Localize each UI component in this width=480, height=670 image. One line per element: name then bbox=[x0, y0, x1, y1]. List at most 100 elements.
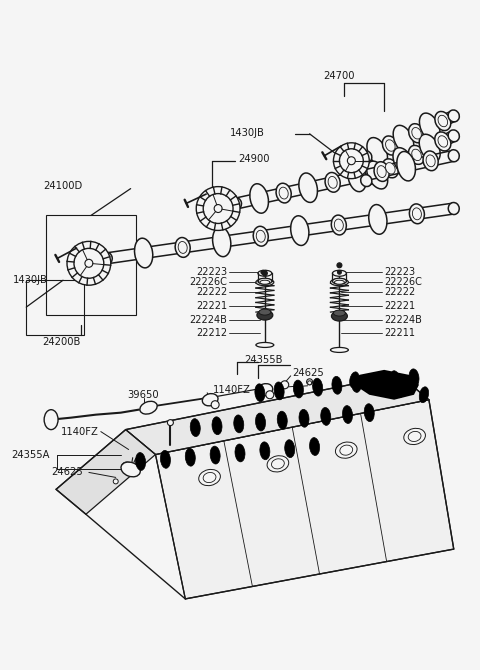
Ellipse shape bbox=[299, 173, 317, 202]
Ellipse shape bbox=[409, 369, 419, 387]
Ellipse shape bbox=[190, 419, 200, 437]
Ellipse shape bbox=[134, 239, 153, 268]
Ellipse shape bbox=[332, 377, 342, 394]
Ellipse shape bbox=[276, 183, 291, 203]
Ellipse shape bbox=[397, 151, 415, 181]
Text: 24355A: 24355A bbox=[12, 450, 50, 460]
Ellipse shape bbox=[351, 375, 361, 393]
Ellipse shape bbox=[396, 382, 406, 398]
Ellipse shape bbox=[360, 175, 372, 186]
Ellipse shape bbox=[383, 136, 398, 155]
Ellipse shape bbox=[258, 278, 272, 284]
Ellipse shape bbox=[408, 124, 424, 143]
Ellipse shape bbox=[263, 271, 267, 276]
Ellipse shape bbox=[257, 384, 273, 396]
Text: 22221: 22221 bbox=[384, 301, 415, 311]
Ellipse shape bbox=[310, 438, 320, 456]
Ellipse shape bbox=[234, 415, 244, 433]
Ellipse shape bbox=[213, 227, 231, 257]
Ellipse shape bbox=[412, 149, 421, 161]
Ellipse shape bbox=[272, 459, 284, 469]
Ellipse shape bbox=[448, 202, 459, 214]
Ellipse shape bbox=[364, 404, 374, 421]
Polygon shape bbox=[56, 429, 156, 515]
Ellipse shape bbox=[178, 241, 187, 253]
Ellipse shape bbox=[371, 373, 381, 391]
Ellipse shape bbox=[230, 198, 241, 210]
Ellipse shape bbox=[44, 409, 58, 429]
Ellipse shape bbox=[328, 176, 337, 188]
Ellipse shape bbox=[435, 132, 451, 151]
Ellipse shape bbox=[258, 270, 272, 276]
Ellipse shape bbox=[256, 342, 274, 348]
Ellipse shape bbox=[307, 379, 312, 385]
Ellipse shape bbox=[377, 165, 386, 178]
Ellipse shape bbox=[382, 159, 398, 178]
Ellipse shape bbox=[160, 450, 170, 468]
Text: 24100D: 24100D bbox=[43, 181, 83, 191]
Ellipse shape bbox=[291, 216, 309, 245]
Ellipse shape bbox=[435, 111, 451, 131]
Ellipse shape bbox=[74, 249, 104, 278]
Ellipse shape bbox=[330, 279, 348, 285]
Ellipse shape bbox=[121, 462, 140, 477]
Ellipse shape bbox=[308, 381, 312, 385]
Ellipse shape bbox=[335, 280, 344, 284]
Text: 24355B: 24355B bbox=[245, 355, 283, 365]
Text: 1430JB: 1430JB bbox=[230, 128, 265, 138]
Ellipse shape bbox=[85, 259, 93, 267]
Text: 22211: 22211 bbox=[384, 328, 415, 338]
Ellipse shape bbox=[369, 204, 387, 234]
Text: 1140FZ: 1140FZ bbox=[61, 427, 99, 437]
Ellipse shape bbox=[419, 387, 429, 403]
Ellipse shape bbox=[168, 419, 173, 425]
Ellipse shape bbox=[259, 309, 271, 315]
Ellipse shape bbox=[337, 270, 341, 274]
Ellipse shape bbox=[293, 380, 303, 398]
Ellipse shape bbox=[448, 110, 459, 122]
Ellipse shape bbox=[373, 377, 382, 393]
Text: 22226C: 22226C bbox=[189, 277, 227, 287]
Polygon shape bbox=[354, 370, 419, 400]
Ellipse shape bbox=[360, 151, 372, 163]
Ellipse shape bbox=[211, 401, 219, 409]
Ellipse shape bbox=[334, 310, 346, 316]
Ellipse shape bbox=[404, 428, 425, 445]
Ellipse shape bbox=[343, 405, 352, 423]
Ellipse shape bbox=[235, 444, 245, 462]
Ellipse shape bbox=[333, 270, 347, 276]
Ellipse shape bbox=[203, 393, 218, 406]
Text: 22226C: 22226C bbox=[384, 277, 422, 287]
Text: 22222: 22222 bbox=[196, 287, 227, 297]
Ellipse shape bbox=[203, 472, 216, 482]
Ellipse shape bbox=[196, 187, 240, 230]
Ellipse shape bbox=[332, 311, 348, 321]
Ellipse shape bbox=[67, 241, 111, 285]
Ellipse shape bbox=[175, 237, 190, 257]
Ellipse shape bbox=[185, 448, 195, 466]
Ellipse shape bbox=[261, 270, 265, 274]
Ellipse shape bbox=[330, 348, 348, 352]
Ellipse shape bbox=[448, 130, 459, 142]
Ellipse shape bbox=[135, 452, 145, 470]
Ellipse shape bbox=[312, 379, 323, 396]
Ellipse shape bbox=[256, 279, 274, 285]
Ellipse shape bbox=[122, 462, 135, 473]
Ellipse shape bbox=[348, 162, 366, 192]
Ellipse shape bbox=[277, 411, 287, 429]
Ellipse shape bbox=[281, 381, 288, 389]
Ellipse shape bbox=[331, 215, 347, 235]
Ellipse shape bbox=[140, 401, 157, 414]
Text: 24900: 24900 bbox=[238, 153, 269, 163]
Ellipse shape bbox=[334, 143, 369, 179]
Ellipse shape bbox=[212, 417, 222, 435]
Ellipse shape bbox=[390, 371, 400, 389]
Ellipse shape bbox=[325, 172, 340, 192]
Text: 22224B: 22224B bbox=[384, 315, 422, 325]
Ellipse shape bbox=[423, 151, 438, 171]
Ellipse shape bbox=[340, 445, 353, 455]
Bar bbox=[46, 216, 136, 315]
Ellipse shape bbox=[285, 440, 295, 458]
Text: 22223: 22223 bbox=[384, 267, 415, 277]
Text: 24200B: 24200B bbox=[42, 337, 80, 347]
